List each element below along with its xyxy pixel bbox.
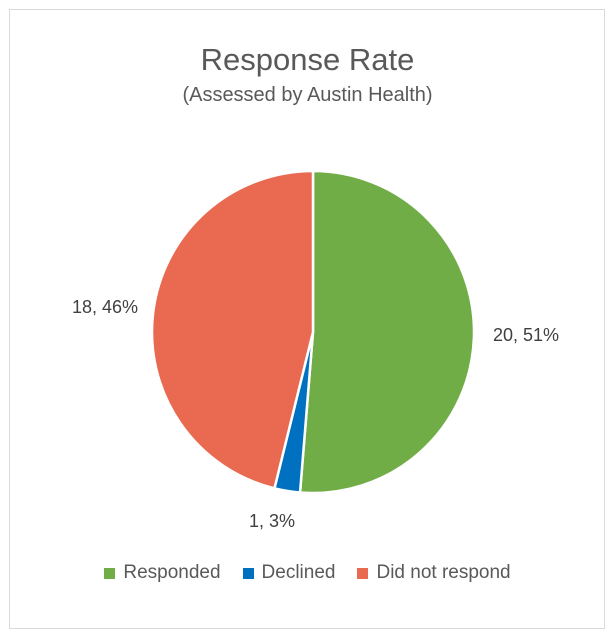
legend-label: Responded: [123, 562, 221, 583]
data-label-responded: 20, 51%: [493, 325, 559, 345]
legend-item-responded: Responded: [104, 562, 221, 584]
chart-title: Response Rate: [200, 42, 415, 77]
chart-subtitle: (Assessed by Austin Health): [182, 84, 433, 106]
pie-slice-did-not-respond: [150, 169, 315, 490]
data-label-declined: 1, 3%: [249, 511, 295, 531]
legend-swatch: [104, 567, 116, 579]
legend: Responded Declined Did not respond: [0, 562, 615, 584]
legend-label: Declined: [261, 562, 336, 583]
pie-chart: 20, 51% 1, 3% 18, 46%: [72, 169, 559, 531]
legend-item-declined: Declined: [242, 562, 336, 584]
pie-slice-responded: [298, 169, 476, 495]
legend-swatch: [242, 567, 254, 579]
data-label-did-not-respond: 18, 46%: [72, 297, 138, 317]
legend-label: Did not respond: [376, 562, 511, 583]
legend-swatch: [357, 567, 369, 579]
legend-item-did-not-respond: Did not respond: [357, 562, 511, 584]
